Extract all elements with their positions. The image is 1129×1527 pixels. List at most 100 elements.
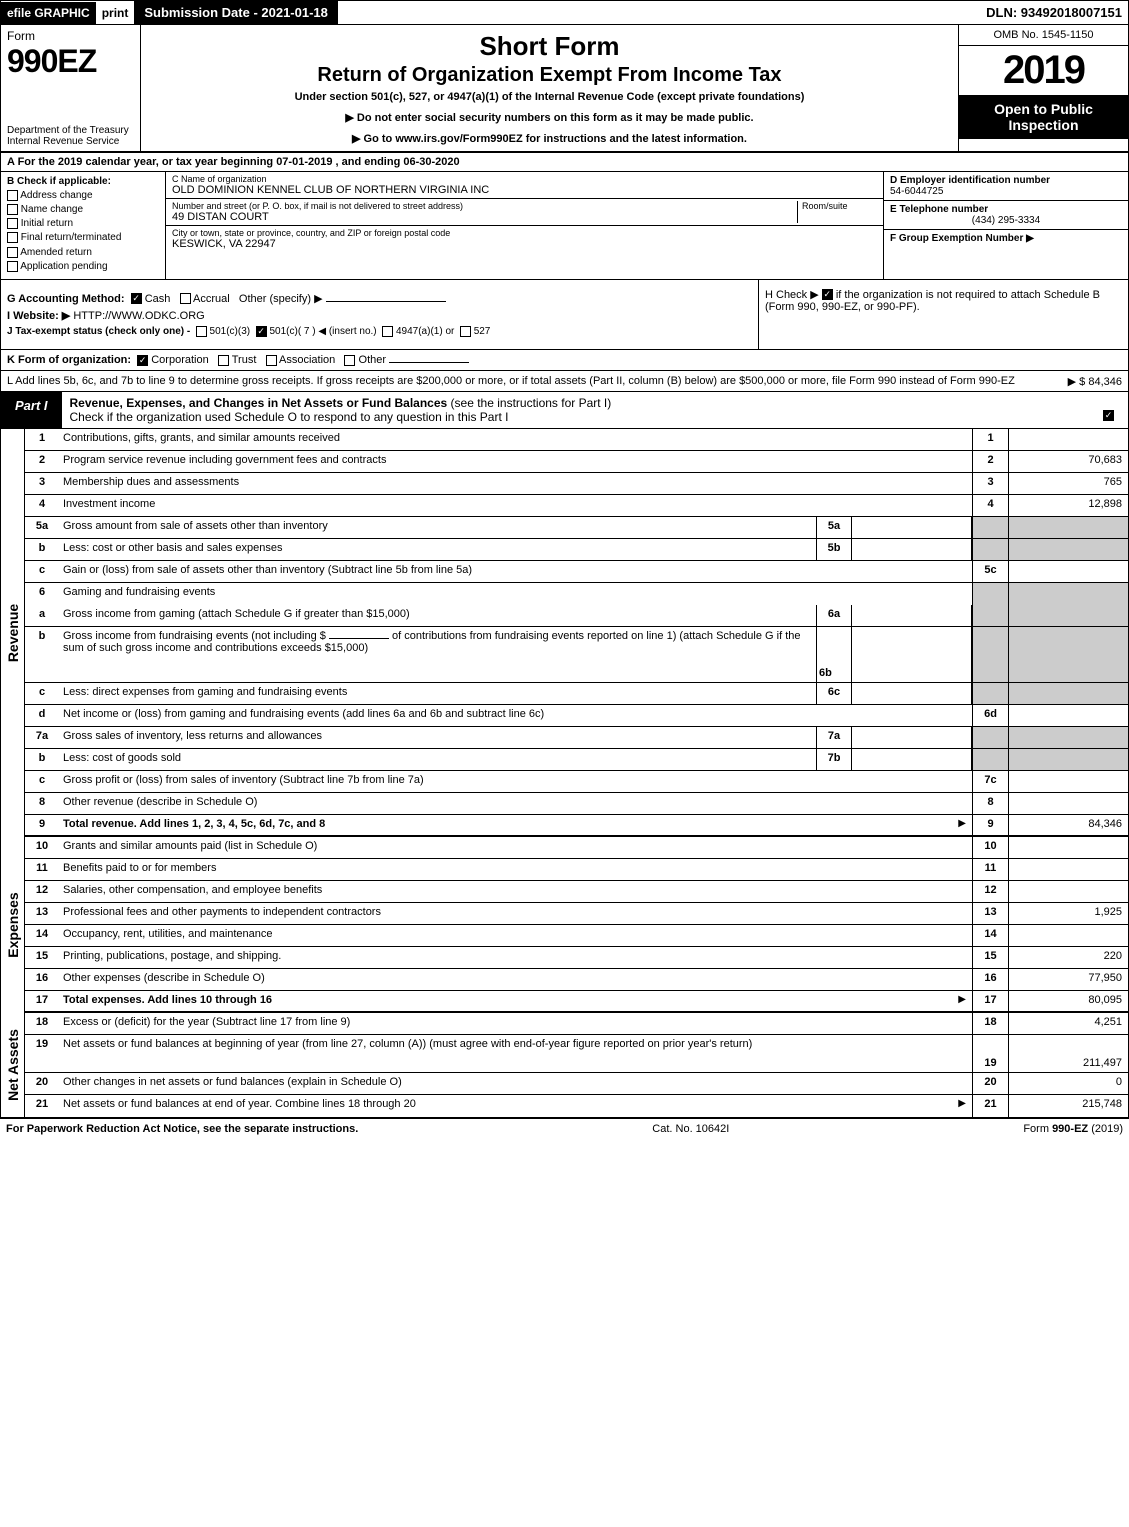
line-14: 14 Occupancy, rent, utilities, and maint… [25, 925, 1128, 947]
revenue-vlabel: Revenue [1, 429, 25, 837]
header-left: Form 990EZ Department of the Treasury In… [1, 25, 141, 151]
goto-text: ▶ Go to www.irs.gov/Form990EZ for instru… [147, 132, 952, 145]
part-i-tag: Part I [1, 392, 62, 428]
chk-address-change[interactable]: Address change [7, 190, 159, 201]
column-b-checks: B Check if applicable: Address change Na… [1, 172, 166, 279]
line-6a: a Gross income from gaming (attach Sched… [25, 605, 1128, 627]
h-box: H Check ▶ ✓ if the organization is not r… [758, 280, 1128, 349]
chk-527[interactable] [460, 326, 471, 337]
form-header: Form 990EZ Department of the Treasury In… [0, 25, 1129, 153]
netassets-section: Net Assets 18 Excess or (deficit) for th… [0, 1013, 1129, 1118]
chk-amended-return[interactable]: Amended return [7, 247, 159, 258]
netassets-vlabel: Net Assets [1, 1013, 25, 1117]
chk-association[interactable] [266, 355, 277, 366]
line-3: 3 Membership dues and assessments 3 765 [25, 473, 1128, 495]
line-6b: b Gross income from fundraising events (… [25, 627, 1128, 683]
telephone-row: E Telephone number (434) 295-3334 [884, 201, 1128, 230]
netassets-body: 18 Excess or (deficit) for the year (Sub… [25, 1013, 1128, 1117]
line-21: 21 Net assets or fund balances at end of… [25, 1095, 1128, 1117]
footer: For Paperwork Reduction Act Notice, see … [0, 1118, 1129, 1139]
chk-initial-return[interactable]: Initial return [7, 218, 159, 229]
tax-year: 2019 [959, 46, 1128, 95]
chk-4947[interactable] [382, 326, 393, 337]
omb-number: OMB No. 1545-1150 [959, 25, 1128, 46]
group-exemption-row: F Group Exemption Number ▶ [884, 230, 1128, 247]
chk-cash[interactable]: ✓ [131, 293, 142, 304]
chk-501c[interactable]: ✓ [256, 326, 267, 337]
ein-value: 54-6044725 [890, 186, 1122, 197]
line-15: 15 Printing, publications, postage, and … [25, 947, 1128, 969]
line-18: 18 Excess or (deficit) for the year (Sub… [25, 1013, 1128, 1035]
city-state-zip: KESWICK, VA 22947 [172, 238, 877, 250]
chk-name-change[interactable]: Name change [7, 204, 159, 215]
form-number: 990EZ [7, 43, 134, 80]
return-title: Return of Organization Exempt From Incom… [147, 64, 952, 87]
line-6c: c Less: direct expenses from gaming and … [25, 683, 1128, 705]
line-11: 11 Benefits paid to or for members 11 [25, 859, 1128, 881]
gh-left: G Accounting Method: ✓ Cash Accrual Othe… [1, 280, 758, 349]
street-address: 49 DISTAN COURT [172, 211, 797, 223]
website-value[interactable]: HTTP://WWW.ODKC.ORG [73, 310, 204, 322]
city-row: City or town, state or province, country… [166, 226, 883, 252]
under-section-text: Under section 501(c), 527, or 4947(a)(1)… [147, 91, 952, 103]
gross-receipts-amount: ▶ $ 84,346 [1068, 375, 1122, 388]
footer-left: For Paperwork Reduction Act Notice, see … [6, 1123, 358, 1135]
efile-label: efile GRAPHIC [1, 2, 96, 24]
column-d-ein: D Employer identification number 54-6044… [883, 172, 1128, 279]
chk-accrual[interactable] [180, 293, 191, 304]
chk-corporation[interactable]: ✓ [137, 355, 148, 366]
row-l-gross-receipts: L Add lines 5b, 6c, and 7b to line 9 to … [0, 371, 1129, 392]
info-block: B Check if applicable: Address change Na… [0, 172, 1129, 280]
line-20: 20 Other changes in net assets or fund b… [25, 1073, 1128, 1095]
telephone-value: (434) 295-3334 [890, 215, 1122, 226]
chk-application-pending[interactable]: Application pending [7, 261, 159, 272]
part-i-header: Part I Revenue, Expenses, and Changes in… [0, 392, 1129, 429]
footer-center: Cat. No. 10642I [652, 1123, 729, 1135]
open-public-box: Open to Public Inspection [959, 95, 1128, 139]
no-ssn-text: ▶ Do not enter social security numbers o… [147, 111, 952, 124]
org-name: OLD DOMINION KENNEL CLUB OF NORTHERN VIR… [172, 184, 877, 196]
line-13: 13 Professional fees and other payments … [25, 903, 1128, 925]
section-a-taxyear: A For the 2019 calendar year, or tax yea… [0, 153, 1129, 172]
ein-row: D Employer identification number 54-6044… [884, 172, 1128, 201]
line-7b: b Less: cost of goods sold 7b [25, 749, 1128, 771]
header-right: OMB No. 1545-1150 2019 Open to Public In… [958, 25, 1128, 151]
footer-right: Form 990-EZ (2019) [1023, 1123, 1123, 1135]
line-12: 12 Salaries, other compensation, and emp… [25, 881, 1128, 903]
chk-trust[interactable] [218, 355, 229, 366]
topbar-left: efile GRAPHIC print Submission Date - 20… [1, 1, 338, 24]
col-b-header: B Check if applicable: [7, 176, 159, 187]
treasury-text: Department of the Treasury Internal Reve… [7, 125, 134, 147]
chk-final-return[interactable]: Final return/terminated [7, 232, 159, 243]
top-bar: efile GRAPHIC print Submission Date - 20… [0, 0, 1129, 25]
line-17: 17 Total expenses. Add lines 10 through … [25, 991, 1128, 1013]
line-8: 8 Other revenue (describe in Schedule O)… [25, 793, 1128, 815]
chk-schedule-b[interactable]: ✓ [822, 289, 833, 300]
line-6d: d Net income or (loss) from gaming and f… [25, 705, 1128, 727]
chk-schedule-o-part-i[interactable]: ✓ [1103, 410, 1114, 421]
revenue-body: 1 Contributions, gifts, grants, and simi… [25, 429, 1128, 837]
line-7a: 7a Gross sales of inventory, less return… [25, 727, 1128, 749]
expenses-vlabel: Expenses [1, 837, 25, 1013]
chk-501c3[interactable] [196, 326, 207, 337]
form-word: Form [7, 29, 134, 43]
chk-other-org[interactable] [344, 355, 355, 366]
line-1: 1 Contributions, gifts, grants, and simi… [25, 429, 1128, 451]
line-5b: b Less: cost or other basis and sales ex… [25, 539, 1128, 561]
gh-block: G Accounting Method: ✓ Cash Accrual Othe… [0, 280, 1129, 350]
expenses-section: Expenses 10 Grants and similar amounts p… [0, 837, 1129, 1013]
column-c-orginfo: C Name of organization OLD DOMINION KENN… [166, 172, 883, 279]
line-19: 19 Net assets or fund balances at beginn… [25, 1035, 1128, 1073]
website-row: I Website: ▶ HTTP://WWW.ODKC.ORG [7, 309, 752, 322]
header-center: Short Form Return of Organization Exempt… [141, 25, 958, 151]
submission-date-box: Submission Date - 2021-01-18 [134, 1, 338, 24]
expenses-body: 10 Grants and similar amounts paid (list… [25, 837, 1128, 1013]
accounting-method-row: G Accounting Method: ✓ Cash Accrual Othe… [7, 292, 752, 305]
line-9: 9 Total revenue. Add lines 1, 2, 3, 4, 5… [25, 815, 1128, 837]
print-label[interactable]: print [96, 2, 135, 24]
line-5c: c Gain or (loss) from sale of assets oth… [25, 561, 1128, 583]
line-6: 6 Gaming and fundraising events [25, 583, 1128, 605]
line-10: 10 Grants and similar amounts paid (list… [25, 837, 1128, 859]
line-16: 16 Other expenses (describe in Schedule … [25, 969, 1128, 991]
line-2: 2 Program service revenue including gove… [25, 451, 1128, 473]
